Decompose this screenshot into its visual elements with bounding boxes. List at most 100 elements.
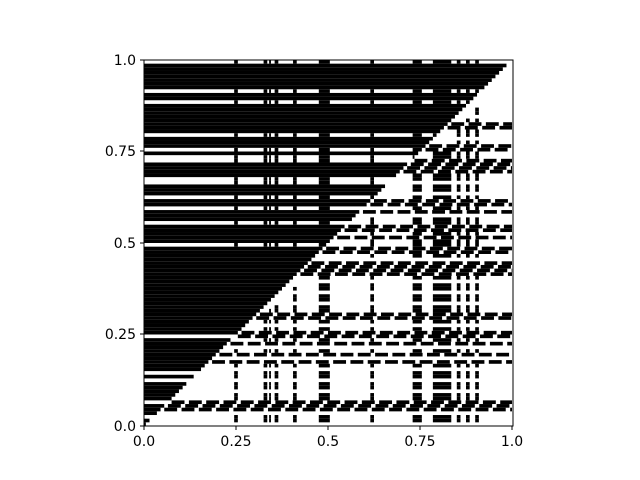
heatmap-cell — [477, 268, 490, 273]
heatmap-cell — [506, 360, 512, 364]
heatmap-cell — [293, 330, 307, 335]
heatmap-cell — [412, 184, 422, 189]
heatmap-cell — [318, 158, 330, 163]
heatmap-cell — [412, 308, 422, 313]
heatmap-cell — [219, 404, 233, 408]
heatmap-cell — [444, 352, 458, 357]
heatmap-cell — [237, 404, 250, 408]
heatmap-cell — [219, 352, 233, 357]
heatmap-cell — [269, 195, 271, 200]
heatmap-cell — [380, 312, 394, 317]
heatmap-cell — [298, 360, 312, 364]
heatmap-cell — [144, 111, 459, 115]
heatmap-cell — [144, 103, 466, 108]
heatmap-cell — [234, 385, 238, 390]
heatmap-cell — [501, 210, 512, 214]
heatmap-cell — [288, 404, 302, 408]
heatmap-cell — [456, 396, 461, 401]
heatmap-cell — [475, 305, 479, 309]
heatmap-cell — [363, 312, 377, 317]
heatmap-cell — [263, 385, 268, 390]
heatmap-cell — [493, 166, 507, 170]
heatmap-cell — [425, 268, 439, 273]
heatmap-cell — [456, 140, 461, 145]
heatmap-cell — [497, 162, 511, 167]
heatmap-cell — [507, 272, 512, 276]
heatmap-cell — [497, 334, 511, 339]
heatmap-cell — [348, 224, 362, 229]
heatmap-cell — [414, 330, 428, 335]
heatmap-cell — [274, 177, 279, 181]
heatmap-cell — [234, 100, 238, 104]
heatmap-cell — [449, 158, 462, 163]
heatmap-cell — [441, 166, 455, 170]
heatmap-cell — [412, 221, 422, 225]
heatmap-cell — [456, 202, 470, 207]
heatmap-cell — [323, 352, 337, 357]
heatmap-cell — [370, 89, 374, 93]
heatmap-cell — [412, 243, 422, 247]
heatmap-cell — [462, 334, 476, 339]
heatmap-cell — [370, 338, 374, 342]
heatmap-cell — [432, 177, 452, 181]
heatmap-cell — [398, 312, 412, 317]
heatmap-cell — [475, 177, 479, 181]
heatmap-cell — [144, 184, 386, 189]
heatmap-cell — [357, 250, 370, 254]
heatmap-cell — [475, 385, 479, 390]
heatmap-cell — [271, 404, 285, 408]
heatmap-cell — [458, 235, 472, 240]
heatmap-cell — [293, 363, 297, 368]
heatmap-cell — [367, 360, 381, 364]
heatmap-cell — [475, 283, 479, 287]
heatmap-cell — [246, 360, 260, 364]
heatmap-cell — [432, 173, 452, 178]
heatmap-cell — [408, 250, 422, 254]
heatmap-cell — [466, 415, 470, 419]
heatmap-cell — [471, 360, 485, 364]
y-tick: 0.25 — [105, 327, 144, 343]
heatmap-cell — [475, 188, 479, 192]
heatmap-cell — [293, 155, 297, 159]
heatmap-cell — [460, 147, 473, 152]
heatmap-cell — [370, 221, 374, 225]
heatmap-cell — [318, 243, 327, 247]
heatmap-cell — [454, 360, 468, 364]
heatmap-cell — [423, 235, 437, 240]
heatmap-cell — [447, 125, 461, 130]
x-tick-label: 0.0 — [133, 434, 155, 450]
heatmap-cell — [466, 100, 470, 104]
heatmap-cell — [412, 275, 422, 280]
heatmap-cell — [171, 400, 185, 405]
heatmap-cell — [370, 180, 374, 185]
heatmap-cell — [432, 349, 452, 353]
heatmap-cell — [475, 151, 479, 156]
heatmap-cell — [144, 78, 492, 82]
heatmap-cell — [234, 206, 238, 211]
heatmap-cell — [432, 275, 452, 280]
heatmap-cell — [496, 352, 510, 357]
heatmap-cell — [164, 407, 178, 412]
heatmap-cell — [443, 199, 457, 203]
heatmap-cell — [318, 147, 330, 152]
heatmap-cell — [234, 155, 238, 159]
heatmap-cell — [293, 396, 297, 401]
heatmap-cell — [259, 312, 273, 317]
heatmap-cell — [449, 261, 463, 265]
heatmap-cell — [440, 407, 454, 412]
heatmap-cell — [344, 400, 358, 405]
heatmap-cell — [373, 268, 387, 273]
heatmap-cell — [274, 133, 279, 137]
heatmap-cell — [234, 60, 238, 64]
heatmap-cell — [293, 297, 297, 302]
heatmap-cell — [274, 327, 279, 331]
heatmap-cell — [268, 407, 281, 412]
heatmap-cell — [144, 382, 187, 386]
heatmap-cell — [258, 400, 271, 405]
heatmap-cell — [247, 341, 261, 346]
heatmap-cell — [432, 60, 452, 64]
heatmap-cell — [475, 338, 479, 342]
heatmap-cell — [144, 129, 441, 134]
heatmap-cell — [425, 147, 439, 152]
heatmap-cell — [318, 100, 330, 104]
